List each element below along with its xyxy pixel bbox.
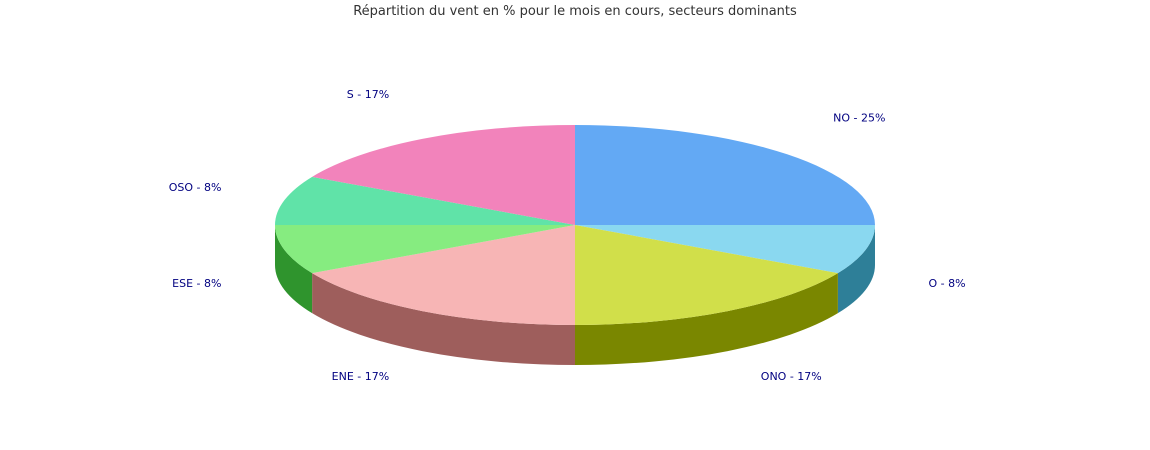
pie-label-6: S - 17% (347, 88, 389, 101)
pie-sides (275, 225, 875, 365)
pie-slice-side-3 (312, 273, 575, 365)
pie-slice-2[interactable] (575, 225, 838, 325)
pie-slice-side-1 (837, 225, 875, 314)
chart-title: Répartition du vent en % pour le mois en… (353, 4, 797, 19)
pie-labels: NO - 25% O - 8% ONO - 17% ENE - 17% ESE - 8%… (169, 88, 966, 383)
pie-slice-4[interactable] (275, 225, 575, 274)
pie-slice-1[interactable] (575, 225, 875, 274)
pie-slice-5[interactable] (275, 176, 575, 225)
pie-label-0: NO - 25% (833, 112, 885, 125)
pie-slice-0[interactable] (575, 125, 875, 225)
pie-slice-3[interactable] (312, 225, 575, 325)
pie-label-1: O - 8% (929, 277, 966, 290)
pie-slice-side-2 (575, 273, 838, 365)
pie-tops (275, 125, 875, 325)
pie-label-2: ONO - 17% (761, 370, 822, 383)
pie-slice-6[interactable] (312, 125, 575, 225)
pie-label-5: OSO - 8% (169, 181, 222, 194)
pie-slice-side-4 (275, 225, 313, 314)
pie-label-3: ENE - 17% (332, 370, 390, 383)
pie-label-4: ESE - 8% (172, 277, 221, 290)
